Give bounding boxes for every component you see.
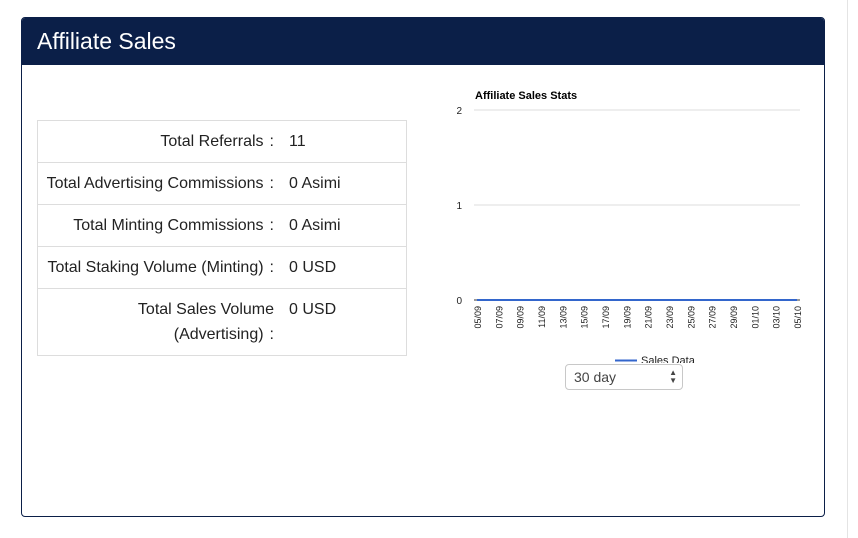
stats-row: Total Minting Commissions:0 Asimi <box>37 204 407 247</box>
x-tick-label: 05/09 <box>473 306 483 329</box>
stats-row: Total Sales Volume (Advertising):0 USD <box>37 288 407 356</box>
x-tick-label: 27/09 <box>708 306 718 329</box>
stats-table: Total Referrals:11 Total Advertising Comm… <box>37 120 407 356</box>
stat-value: 0 USD <box>274 288 407 356</box>
select-arrows-icon: ▲ ▼ <box>669 368 677 385</box>
legend-label: Sales Data <box>641 355 696 363</box>
panel-title: Affiliate Sales <box>22 18 824 65</box>
stat-label: Total Referrals <box>160 133 264 150</box>
affiliate-sales-panel: Affiliate Sales Total Referrals:11 Total … <box>21 17 825 517</box>
x-tick-label: 17/09 <box>601 306 611 329</box>
chart-title: Affiliate Sales Stats <box>475 90 577 102</box>
stats-row: Total Advertising Commissions:0 Asimi <box>37 162 407 205</box>
stat-value: 11 <box>274 120 407 163</box>
x-tick-label: 25/09 <box>686 306 696 329</box>
x-tick-label: 11/09 <box>537 306 547 328</box>
x-tick-label: 19/09 <box>622 306 632 329</box>
x-tick-label: 01/10 <box>750 306 760 329</box>
stat-colon: : <box>269 133 274 150</box>
y-tick-label: 1 <box>456 201 462 212</box>
x-tick-label: 15/09 <box>580 306 590 329</box>
stat-label-cell: Total Staking Volume (Minting): <box>37 246 274 289</box>
range-select-value: 30 day <box>574 369 617 385</box>
range-select[interactable]: 30 day ▲ ▼ <box>565 364 683 390</box>
x-tick-label: 29/09 <box>729 306 739 329</box>
affiliate-sales-chart: Affiliate Sales Stats 0 1 2 05/09 07/09 09/09 1… <box>456 90 803 363</box>
x-tick-label: 09/09 <box>516 306 526 329</box>
stat-colon: : <box>269 175 274 192</box>
x-tick-label: 23/09 <box>665 306 675 329</box>
stat-value: 0 Asimi <box>274 162 407 205</box>
y-tick-label: 2 <box>456 106 462 117</box>
x-tick-label: 07/09 <box>494 306 504 329</box>
stat-colon: : <box>269 217 274 234</box>
x-tick-label: 13/09 <box>558 306 568 329</box>
stat-label-cell: Total Referrals: <box>37 120 274 163</box>
stat-label-cell: Total Sales Volume (Advertising): <box>37 288 274 356</box>
stat-colon: : <box>269 326 274 343</box>
stat-label-cell: Total Minting Commissions: <box>37 204 274 247</box>
stat-label: Total Minting Commissions <box>73 217 264 234</box>
stat-colon: : <box>269 259 274 276</box>
stat-value: 0 Asimi <box>274 204 407 247</box>
x-tick-label: 21/09 <box>644 306 654 329</box>
stat-label: Total Staking Volume (Minting) <box>47 259 264 276</box>
stat-label: Total Sales Volume (Advertising) <box>137 301 274 343</box>
stat-value: 0 USD <box>274 246 407 289</box>
stat-label: Total Advertising Commissions <box>46 175 264 192</box>
x-tick-label: 05/10 <box>793 306 803 329</box>
y-tick-label: 0 <box>456 296 462 307</box>
stats-row: Total Referrals:11 <box>37 120 407 163</box>
stats-row: Total Staking Volume (Minting):0 USD <box>37 246 407 289</box>
stat-label-cell: Total Advertising Commissions: <box>37 162 274 205</box>
page-scrollbar[interactable] <box>847 0 848 538</box>
x-tick-label: 03/10 <box>772 306 782 329</box>
